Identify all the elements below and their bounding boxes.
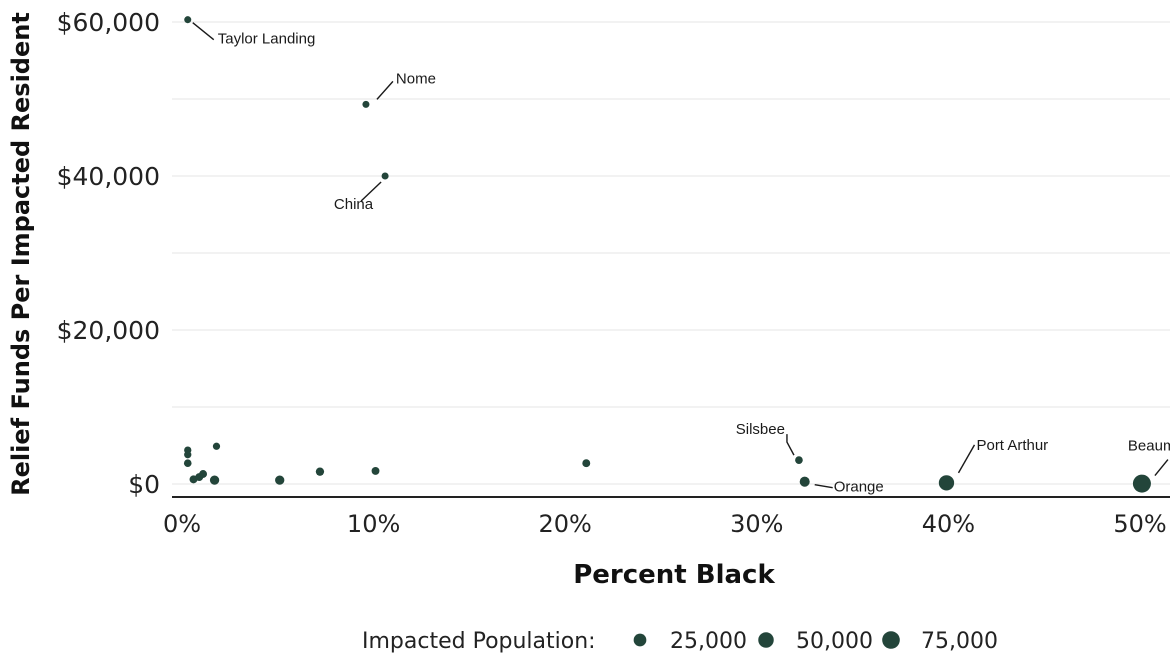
data-point (799, 476, 810, 487)
gridlines (172, 21, 1170, 485)
legend-size-label: 75,000 (921, 629, 998, 654)
data-point (381, 172, 389, 180)
data-point (362, 100, 370, 108)
x-tick-label: 20% (539, 510, 592, 538)
legend-size-swatch (758, 632, 774, 648)
data-point (582, 459, 591, 468)
x-tick-label: 10% (347, 510, 400, 538)
data-point (183, 459, 192, 468)
legend-size-label: 25,000 (670, 629, 747, 654)
x-tick-label: 30% (730, 510, 783, 538)
data-point (212, 442, 221, 450)
annotation-leader (957, 444, 976, 474)
x-tick-label: 40% (922, 510, 975, 538)
annotation-leader (1154, 459, 1169, 477)
y-tick-label: $40,000 (57, 162, 160, 191)
annotation-leaders (192, 22, 1169, 489)
size-legend: Impacted Population: 25,000 50,000 75,000 (362, 629, 998, 654)
data-point (184, 451, 192, 459)
x-axis-label: Percent Black (573, 560, 775, 590)
y-tick-label: $20,000 (57, 316, 160, 345)
data-points (183, 16, 1151, 493)
y-tick-label: $60,000 (57, 8, 160, 37)
annotation-leader (376, 80, 394, 100)
legend-size-swatch (633, 633, 647, 647)
legend-size-label: 50,000 (796, 629, 873, 654)
point-annotation: Beaumont (1128, 438, 1170, 455)
annotation-leader (814, 483, 833, 489)
data-point (1132, 474, 1151, 493)
x-tick-label: 0% (163, 510, 201, 538)
annotation-leader (192, 22, 215, 41)
point-annotation: Taylor Landing (218, 31, 316, 48)
x-tick-label: 50% (1113, 510, 1166, 538)
data-point (275, 475, 285, 485)
point-annotation: Silsbee (736, 421, 785, 438)
legend-title: Impacted Population: (362, 629, 596, 654)
legend-size-swatch (882, 631, 900, 649)
data-point (184, 16, 192, 24)
point-annotation: Port Arthur (976, 437, 1048, 454)
data-point (795, 456, 803, 464)
data-point (199, 470, 208, 478)
point-annotation: China (334, 196, 374, 213)
data-point (938, 475, 955, 491)
point-annotations: Taylor Landing Nome China Silsbee Orange Port… (218, 31, 1170, 496)
point-annotation: Nome (396, 70, 436, 87)
data-point (209, 475, 220, 485)
axes: $0 $20,000 $40,000 $60,000 0% 10% 20% 30% 40% 50% (57, 8, 1170, 538)
point-annotation: Orange (834, 479, 884, 496)
data-point (371, 466, 380, 475)
data-point (315, 467, 325, 476)
y-axis-label: Relief Funds Per Impacted Resident (7, 12, 35, 496)
y-tick-label: $0 (128, 470, 160, 499)
annotation-leader (786, 434, 795, 456)
annotation-leader (360, 181, 382, 202)
